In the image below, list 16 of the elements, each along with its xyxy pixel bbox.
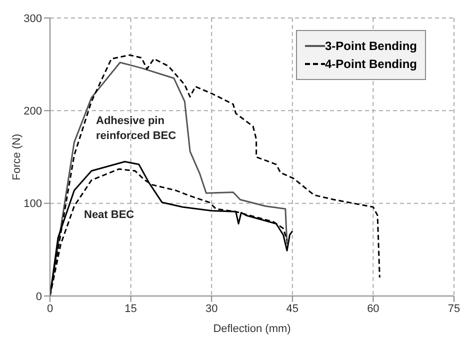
y-axis-title: Force (N) <box>10 134 23 180</box>
y-tick-label: 200 <box>24 106 42 118</box>
y-tick-label: 0 <box>36 290 42 303</box>
x-tick-label: 15 <box>124 302 137 315</box>
x-tick-label: 75 <box>448 302 460 315</box>
legend-label: 4-Point Bending <box>325 57 417 71</box>
x-axis-title: Deflection (mm) <box>213 323 291 335</box>
y-tick-label: 300 <box>24 12 42 25</box>
curve-caption: Neat BEC <box>84 208 136 223</box>
x-tick-label: 45 <box>286 302 299 315</box>
curve-caption: Adhesive pin reinforced BEC <box>96 114 178 144</box>
x-tick-label: 0 <box>46 302 54 315</box>
y-tick-label: 100 <box>24 198 42 210</box>
legend-label: 3-Point Bending <box>325 39 417 53</box>
x-tick-label: 60 <box>367 302 380 315</box>
x-tick-label: 30 <box>205 302 218 315</box>
